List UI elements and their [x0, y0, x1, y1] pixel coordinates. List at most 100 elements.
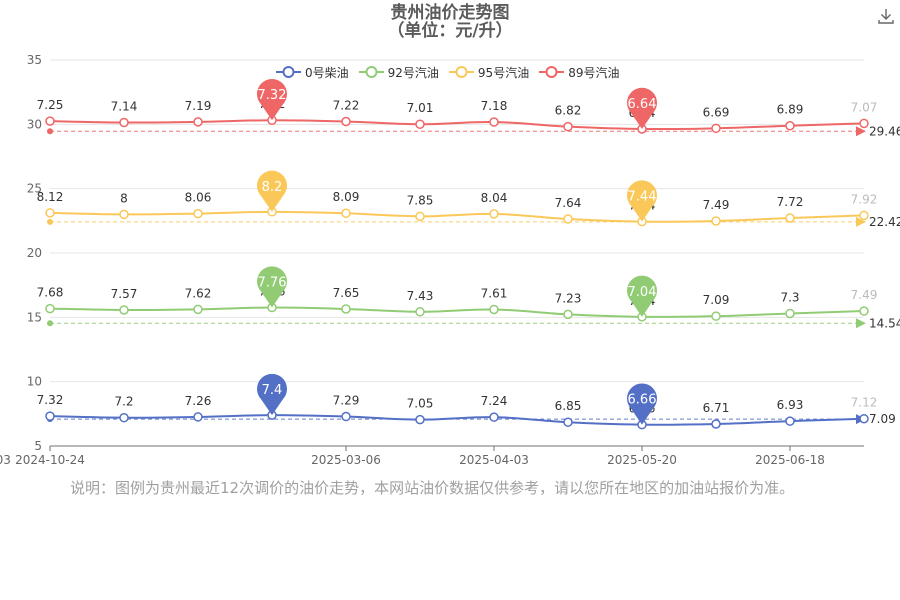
- marker-pin-label: 7.76: [258, 276, 287, 291]
- y-tick-label: 5: [34, 439, 42, 453]
- average-arrow: [856, 318, 866, 329]
- data-label: 6.69: [703, 105, 730, 119]
- data-label: 7.22: [333, 99, 360, 113]
- data-label: 8: [120, 191, 128, 205]
- data-point: [489, 209, 499, 219]
- data-point: [563, 214, 573, 224]
- data-label: 7.23: [555, 291, 582, 305]
- data-point: [859, 118, 869, 129]
- data-label: 7.43: [407, 289, 434, 303]
- y-tick-label: 20: [27, 246, 42, 260]
- data-point: [341, 304, 351, 314]
- average-start-dot: [47, 218, 53, 225]
- y-tick-label: 15: [27, 310, 42, 324]
- series-line: [49, 119, 865, 131]
- data-point: [785, 416, 795, 426]
- y-tick-label: 35: [27, 53, 42, 67]
- chart-legend: 0号柴油 92号汽油 95号汽油 89号汽油: [276, 63, 629, 81]
- data-label: 7.07: [851, 100, 878, 114]
- x-tick-label: 2024-10-24: [15, 453, 85, 467]
- data-label: 6.71: [703, 401, 730, 415]
- data-point: [415, 414, 425, 425]
- average-label: 22.42: [869, 215, 900, 229]
- data-point: [193, 117, 203, 127]
- data-point: [415, 119, 425, 129]
- legend-item[interactable]: 95号汽油: [448, 64, 530, 81]
- data-label: 7.49: [703, 198, 730, 212]
- average-start-dot: [47, 320, 53, 327]
- data-label: 7.68: [37, 286, 64, 300]
- data-point: [859, 413, 869, 424]
- data-point: [489, 412, 499, 422]
- data-point: [859, 210, 869, 221]
- data-label: 7.24: [481, 394, 508, 408]
- data-point: [859, 306, 869, 316]
- y-tick-label: 10: [27, 375, 42, 389]
- average-label: 29.46: [869, 124, 900, 138]
- marker-pin: [627, 87, 657, 129]
- data-point: [785, 213, 795, 223]
- average-start-dot: [47, 128, 53, 135]
- data-label: 7.25: [37, 98, 64, 112]
- data-point: [45, 411, 55, 421]
- average-arrow: [856, 216, 866, 227]
- data-label: 6.82: [555, 104, 582, 118]
- data-point: [563, 417, 573, 427]
- data-point: [193, 412, 203, 422]
- series-line: [49, 210, 865, 223]
- data-label: 7.57: [111, 287, 138, 301]
- x-tick-label: 2025-06-18: [755, 453, 825, 467]
- legend-marker-icon: [539, 66, 565, 78]
- marker-pin-label: 6.66: [628, 393, 657, 408]
- data-label: 7.19: [185, 99, 212, 113]
- marker-pin-label: 8.2: [262, 180, 283, 195]
- chart-title: 贵州油价走势图 （单位：元/升）: [0, 4, 900, 40]
- legend-marker-icon: [448, 66, 474, 78]
- data-label: 6.93: [777, 398, 804, 412]
- data-label: 7.18: [481, 99, 508, 113]
- data-label: 7.72: [777, 195, 804, 209]
- average-label: 7.09: [869, 412, 896, 426]
- legend-item[interactable]: 89号汽油: [539, 64, 619, 81]
- x-tick-label: 2025-05-20: [607, 453, 677, 467]
- chart-note: 说明：图例为贵州最近12次调价的油价走势，本网站油价数据仅供参考，请以您所在地区…: [70, 479, 795, 497]
- data-label: 6.85: [555, 399, 582, 413]
- data-label: 8.12: [37, 190, 64, 204]
- legend-label: 95号汽油: [477, 65, 530, 80]
- legend-label: 92号汽油: [387, 65, 439, 80]
- x-tick-label: 2025-01-03: [0, 453, 11, 467]
- data-point: [415, 307, 425, 317]
- data-point: [711, 123, 721, 134]
- download-icon[interactable]: [876, 6, 896, 26]
- data-label: 7.61: [481, 286, 508, 300]
- average-label: 14.54: [869, 316, 900, 330]
- data-point: [45, 303, 55, 314]
- marker-pin-label: 7.44: [628, 190, 657, 205]
- data-point: [711, 311, 721, 321]
- data-label: 7.14: [111, 100, 138, 114]
- data-point: [711, 419, 721, 429]
- data-point: [489, 117, 499, 127]
- data-label: 8.09: [333, 190, 360, 204]
- data-label: 7.65: [333, 286, 360, 300]
- data-label: 8.06: [185, 191, 212, 205]
- data-label: 7.26: [185, 394, 212, 408]
- chart-title-main: 贵州油价走势图: [390, 3, 510, 23]
- marker-pin-label: 7.4: [262, 383, 283, 398]
- data-point: [415, 211, 425, 222]
- data-point: [563, 309, 573, 320]
- data-point: [119, 412, 129, 423]
- data-label: 7.09: [703, 293, 730, 307]
- legend-item[interactable]: 92号汽油: [358, 64, 439, 81]
- data-point: [45, 208, 55, 218]
- data-point: [119, 305, 129, 315]
- data-point: [341, 411, 351, 422]
- marker-pin: [627, 275, 657, 317]
- data-point: [489, 304, 499, 315]
- data-point: [45, 116, 55, 126]
- legend-item[interactable]: 0号柴油: [276, 64, 349, 81]
- data-point: [193, 304, 203, 315]
- y-tick-label: 25: [27, 182, 42, 196]
- data-point: [785, 308, 795, 319]
